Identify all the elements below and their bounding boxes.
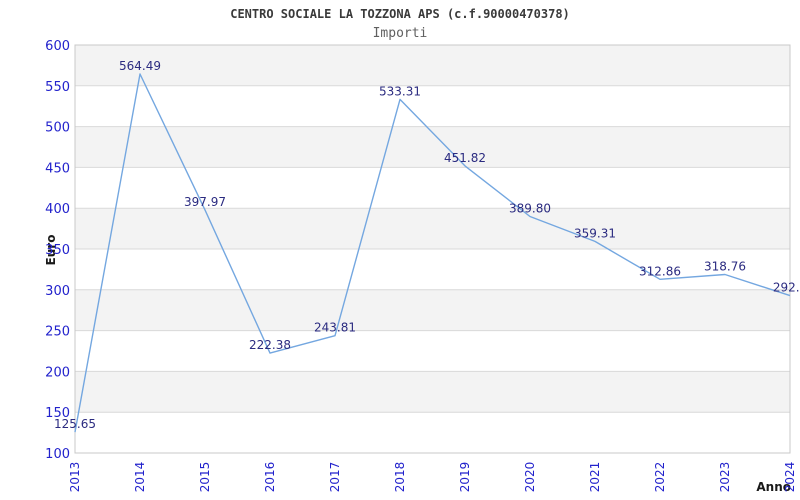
x-tick-label: 2014: [133, 462, 147, 493]
x-tick-label: 2022: [653, 462, 667, 493]
x-tick-label: 2021: [588, 462, 602, 493]
plot-border: [74, 44, 791, 454]
y-tick-label: 100: [45, 447, 70, 462]
data-point-label: 243.81: [314, 321, 356, 335]
data-point-label: 451.82: [444, 151, 486, 165]
plot-band: [75, 371, 790, 413]
y-tick-label: 200: [45, 365, 70, 380]
data-point-label: 389.80: [509, 202, 551, 216]
data-point-label: 533.31: [379, 84, 421, 98]
y-tick-label: 350: [45, 243, 70, 258]
plot-band: [75, 208, 790, 249]
x-tick-label: 2016: [263, 462, 277, 493]
y-tick-label: 300: [45, 284, 70, 299]
x-tick-label: 2017: [328, 462, 342, 493]
data-point-label: 318.76: [704, 260, 746, 274]
data-point-label: 397.97: [184, 195, 226, 209]
y-tick-label: 150: [45, 406, 70, 421]
x-tick-label: 2019: [458, 462, 472, 493]
chart-title: CENTRO SOCIALE LA TOZZONA APS (c.f.90000…: [230, 7, 570, 21]
y-tick-label: 400: [45, 202, 70, 217]
data-point-label: 564.49: [119, 59, 161, 73]
x-tick-label: 2018: [393, 462, 407, 493]
x-tick-label: 2024: [783, 462, 797, 493]
data-point-label: 222.38: [249, 338, 291, 352]
plot-band: [75, 289, 790, 331]
y-tick-label: 500: [45, 121, 70, 136]
chart-subtitle: Importi: [372, 26, 428, 41]
x-tick-label: 2020: [523, 462, 537, 493]
x-tick-label: 2023: [718, 462, 732, 493]
data-point-label: 359.31: [574, 226, 616, 240]
data-point-label: 292.9: [773, 281, 800, 295]
data-point-label: 125.65: [54, 417, 96, 431]
y-tick-label: 450: [45, 161, 70, 176]
plot-band: [75, 45, 790, 86]
data-series-line: [74, 73, 791, 433]
x-tick-label: 2015: [198, 462, 212, 493]
y-tick-label: 550: [45, 80, 70, 95]
y-tick-label: 600: [45, 39, 70, 54]
x-axis-title: Anno: [756, 480, 791, 494]
x-tick-label: 2013: [68, 462, 82, 493]
y-tick-label: 250: [45, 325, 70, 340]
data-point-label: 312.86: [639, 264, 681, 278]
